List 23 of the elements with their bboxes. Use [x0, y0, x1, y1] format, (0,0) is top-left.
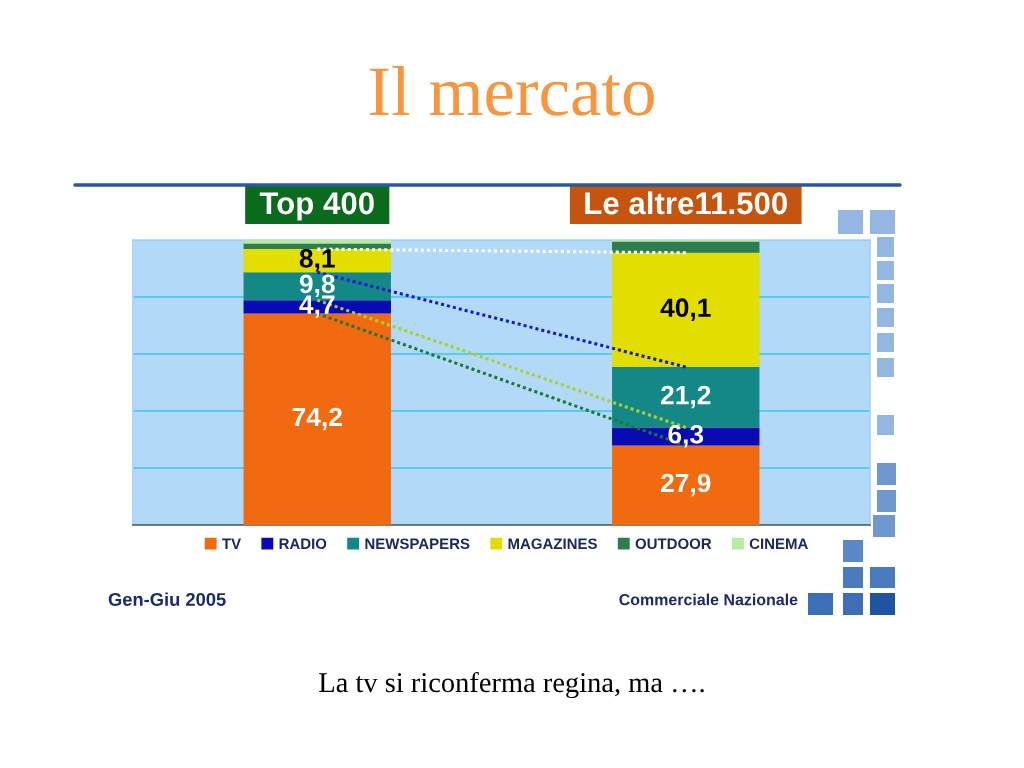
legend-label: RADIO [279, 538, 327, 550]
legend-label: TV [222, 538, 241, 549]
data-label: 21,2 [660, 385, 711, 409]
x-tick-label: Le altre11.500 [585, 191, 787, 215]
text: La tv si riconferma regina, ma …. [319, 671, 704, 699]
data-label: 9,8 [299, 274, 335, 298]
data-label: 27,9 [660, 473, 711, 497]
bar [243, 243, 391, 250]
bar [612, 252, 760, 368]
text: Gen-Giu 2005 [108, 592, 226, 606]
chart-title: Il mercato [370, 65, 654, 116]
data-label: 8,1 [299, 249, 335, 272]
data-label: 74,2 [292, 407, 342, 431]
legend-label: NEWSPAPERS [365, 538, 470, 550]
data-label: 4,7 [299, 295, 335, 318]
data-label: 40,1 [660, 298, 711, 321]
legend-label: MAGAZINES [508, 538, 597, 550]
legend-label: OUTDOOR [635, 538, 712, 550]
text: Commerciale Nazionale [619, 593, 798, 606]
x-tick-label: Top 400 [259, 192, 374, 221]
data-label: 6,3 [668, 424, 704, 448]
bar [612, 241, 760, 253]
legend-label: CINEMA [749, 538, 808, 550]
